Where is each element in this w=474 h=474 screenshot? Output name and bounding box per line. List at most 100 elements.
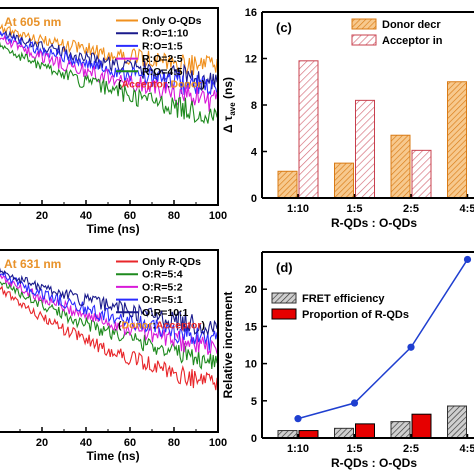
decay-631-xtick-label-3: 80	[168, 437, 180, 449]
delta-tau-ylabel: Δ τave (ns)	[221, 77, 237, 133]
decay-631-xtick-label-4: 100	[209, 437, 227, 449]
increment-trend-point-2	[407, 343, 415, 351]
increment-bar-1-1	[355, 423, 375, 438]
delta-tau-bar-1-2	[411, 149, 432, 198]
delta-tau-ytick-label-3: 12	[245, 54, 257, 66]
delta-tau-bars-group	[277, 60, 467, 198]
increment-xtick-label-2: 2:5	[403, 443, 419, 455]
increment-xtick-label-1: 1:5	[347, 443, 363, 455]
decay-631-series-0	[0, 285, 218, 391]
decay-605-xlabel: Time (ns)	[86, 222, 139, 236]
increment-trend-line	[297, 259, 469, 420]
delta-tau-ytick-label-2: 8	[251, 100, 257, 112]
delta-tau-bar-0-3	[447, 81, 467, 198]
delta-tau-bar-0-0	[277, 170, 298, 198]
decay-605-legend-note: (Acceptor:Donor)	[118, 79, 205, 91]
delta-tau-xtick-label-2: 2:5	[403, 203, 419, 215]
increment-ytick-label-1: 5	[251, 396, 257, 408]
decay-631-series-3	[0, 270, 218, 351]
decay-605-legend-note-part-4: )	[201, 79, 205, 91]
decay-631-legend-label-3: O:R=5:1	[142, 294, 183, 306]
delta-tau-legend-label-0: Donor decr	[382, 19, 441, 31]
increment-ytick-label-0: 0	[251, 433, 257, 445]
decay-631-xlabel: Time (ns)	[86, 449, 139, 463]
delta-tau-ylabel-sub: ave	[228, 102, 237, 116]
decay-605-series-3	[0, 34, 218, 112]
increment-legend-label-0: FRET efficiency	[302, 293, 385, 305]
increment-trend-point-3	[463, 255, 472, 264]
decay-631-series-4	[0, 267, 218, 336]
delta-tau-ytick-label-0: 0	[251, 193, 257, 205]
delta-tau-xlabel: R-QDs : O-QDs	[331, 216, 417, 230]
decay-631-legend-note-part-4: )	[201, 320, 205, 332]
decay-605-legend-label-1: R:O=1:10	[142, 28, 189, 40]
increment-bar-0-2	[390, 421, 411, 438]
decay-605-legend-note-part-0: (	[118, 79, 122, 91]
increment-legend-swatch-0	[271, 292, 297, 304]
increment-panel-label: (d)	[276, 260, 293, 275]
decay-605-xtick-label-1: 40	[80, 210, 92, 222]
delta-tau-bar-1-0	[298, 60, 319, 198]
decay-631-xtick-label-0: 20	[36, 437, 48, 449]
decay-631-legend-note-part-2: :	[152, 320, 156, 332]
increment-ylabel: Relative increment	[221, 292, 235, 399]
decay-631-annotation: At 631 nm	[4, 257, 61, 271]
decay-605-legend-note-part-1: Acceptor	[122, 79, 168, 91]
decay-605-series-4	[0, 41, 218, 125]
increment-bar-0-1	[334, 427, 354, 438]
delta-tau-xtick-label-1: 1:5	[347, 203, 363, 215]
decay-631-series-2	[0, 273, 218, 355]
decay-605-legend-note-part-2: :	[167, 79, 171, 91]
delta-tau-ylabel-tau: τ	[221, 115, 235, 121]
delta-tau-bar-0-2	[390, 134, 411, 198]
decay-631-legend-note-part-0: (	[118, 320, 122, 332]
increment-legend-label-1: Proportion of R-QDs	[302, 309, 409, 321]
decay-631-series-1	[0, 281, 218, 370]
delta-tau-legend-swatch-0	[351, 18, 377, 30]
decay-631-series-group	[0, 267, 218, 391]
delta-tau-bar-0-1	[334, 162, 354, 198]
decay-605-xtick-label-4: 100	[209, 210, 227, 222]
delta-tau-bar-1-1	[355, 99, 375, 198]
decay-631-legend-label-1: O:R=5:4	[142, 269, 183, 281]
delta-tau-legend-label-1: Acceptor in	[382, 35, 443, 47]
decay-631-xtick-label-1: 40	[80, 437, 92, 449]
decay-605-legend-label-3: R:O=2:5	[142, 53, 183, 65]
delta-tau-legend-swatch-1	[351, 34, 377, 46]
delta-tau-panel-label: (c)	[276, 20, 292, 35]
decay-605-series-group	[0, 23, 218, 125]
delta-tau-xtick-label-0: 1:10	[287, 203, 309, 215]
increment-legend-swatch-1	[271, 308, 297, 320]
increment-ytick-label-2: 10	[245, 359, 257, 371]
decay-631-legend-label-0: Only R-QDs	[142, 256, 201, 268]
decay-605-legend-label-2: R:O=1:5	[142, 40, 183, 52]
decay-631-legend-label-4: O:R=10:1	[142, 307, 189, 319]
decay-605-annotation: At 605 nm	[4, 15, 61, 29]
increment-trend-point-0	[294, 415, 302, 423]
increment-ytick-label-4: 20	[245, 284, 257, 296]
increment-xtick-label-0: 1:10	[287, 443, 309, 455]
increment-bar-1-2	[411, 413, 432, 438]
increment-bar-0-0	[277, 430, 298, 438]
decay-605-legend-note-part-3: Donor	[171, 79, 202, 91]
decay-605-series-0	[0, 23, 218, 76]
decay-605-xtick-label-3: 80	[168, 210, 180, 222]
increment-xlabel: R-QDs : O-QDs	[331, 456, 417, 470]
increment-bar-0-3	[447, 405, 467, 438]
delta-tau-ytick-label-1: 4	[251, 147, 258, 159]
delta-tau-xtick-label-3: 4:5	[460, 203, 474, 215]
delta-tau-ylabel-unit: (ns)	[221, 77, 235, 102]
delta-tau-ylabel-delta: Δ	[221, 121, 235, 133]
decay-605-xtick-label-0: 20	[36, 210, 48, 222]
delta-tau-ytick-label-4: 16	[245, 7, 257, 19]
decay-631-xtick-label-2: 60	[124, 437, 136, 449]
increment-bar-1-0	[298, 430, 319, 438]
decay-631-legend-note-part-3: Acceptor	[156, 320, 202, 332]
decay-631-legend-note: (Donor:Acceptor)	[118, 320, 205, 332]
increment-xtick-label-3: 4:5	[460, 443, 474, 455]
increment-bars-group	[277, 255, 472, 438]
delta-tau-panel: 0 4 8 12 16 1:10 1:5 2:5 4:5 R-QDs : O-QDs Δ τave …	[221, 7, 474, 230]
